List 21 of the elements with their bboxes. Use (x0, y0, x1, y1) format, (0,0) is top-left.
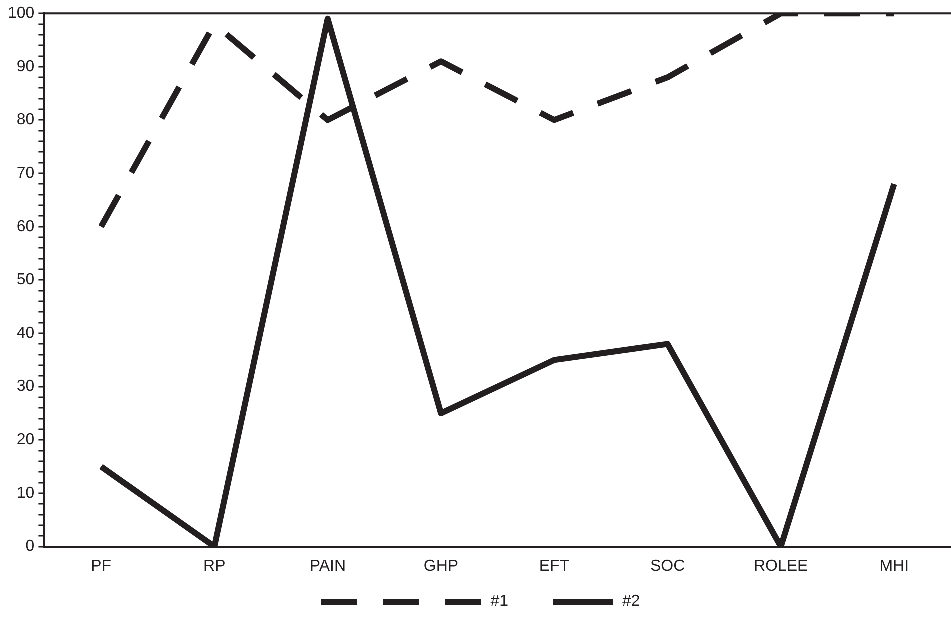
y-tick-label: 10 (16, 484, 35, 502)
y-tick-label: 90 (16, 58, 35, 76)
x-tick-label: GHP (424, 558, 459, 575)
legend-label: #1 (490, 593, 508, 611)
y-tick-label: 50 (16, 272, 35, 289)
x-tick-label: SOC (650, 558, 686, 575)
x-tick-label: MHI (880, 558, 910, 575)
legend-label: #2 (622, 593, 640, 611)
y-tick-label: 0 (26, 538, 35, 556)
y-tick-label: 100 (8, 5, 35, 22)
x-tick-label: PF (91, 558, 112, 575)
y-tick-label: 40 (16, 324, 35, 342)
y-tick-label: 80 (16, 112, 35, 129)
x-tick-label: PAIN (310, 558, 346, 575)
y-tick-label: 30 (16, 378, 35, 396)
y-tick-label: 60 (16, 218, 35, 236)
x-tick-label: RP (204, 558, 226, 575)
x-tick-label: ROLEE (754, 558, 808, 575)
x-tick-label: EFT (539, 558, 570, 575)
y-tick-label: 20 (16, 432, 35, 449)
y-tick-label: 70 (16, 164, 35, 182)
